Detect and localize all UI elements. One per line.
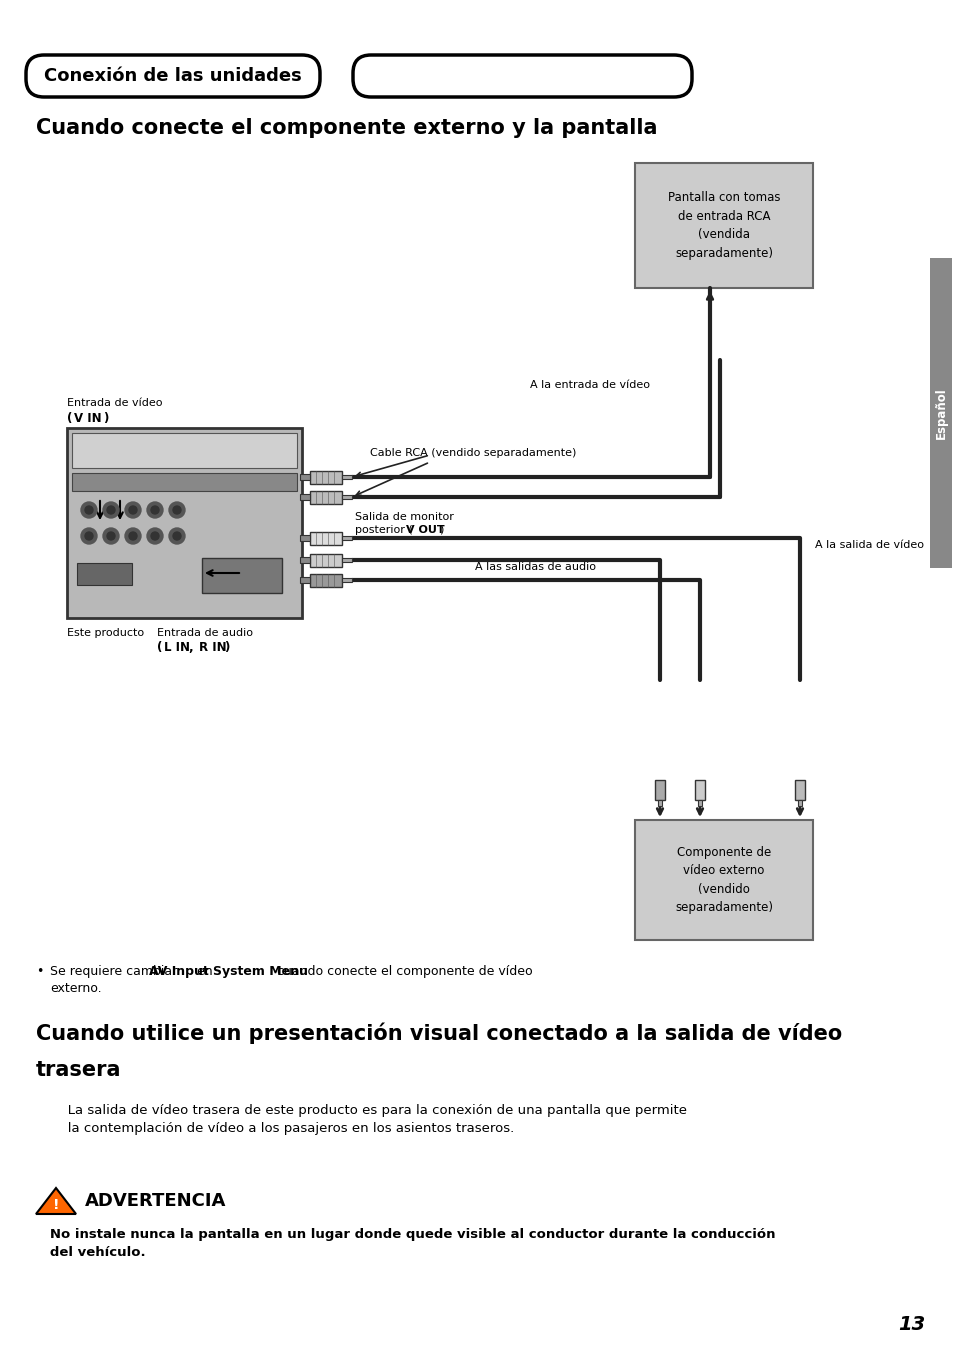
Bar <box>341 535 352 539</box>
Text: Cuando conecte el componente externo y la pantalla: Cuando conecte el componente externo y l… <box>36 118 657 138</box>
Bar <box>695 780 704 800</box>
Text: System Menu: System Menu <box>213 965 308 977</box>
Circle shape <box>169 529 185 544</box>
Bar <box>202 558 282 594</box>
Circle shape <box>125 529 141 544</box>
Circle shape <box>151 531 159 539</box>
Text: ): ) <box>224 641 229 654</box>
Text: externo.: externo. <box>50 982 102 995</box>
Bar <box>658 800 661 806</box>
Bar <box>341 475 352 479</box>
Bar <box>71 473 296 491</box>
Bar <box>77 562 132 585</box>
Text: La salida de vídeo trasera de este producto es para la conexión de una pantalla : La salida de vídeo trasera de este produ… <box>55 1105 686 1117</box>
Bar <box>698 800 701 806</box>
Polygon shape <box>36 1188 76 1214</box>
Bar <box>299 493 310 500</box>
Bar <box>67 429 302 618</box>
Text: la contemplación de vídeo a los pasajeros en los asientos traseros.: la contemplación de vídeo a los pasajero… <box>55 1122 514 1134</box>
Circle shape <box>103 502 119 518</box>
Circle shape <box>125 502 141 518</box>
Circle shape <box>81 502 97 518</box>
Bar <box>635 821 812 940</box>
Text: (: ( <box>67 412 72 425</box>
Text: posterior (: posterior ( <box>355 525 413 535</box>
Text: •: • <box>36 965 43 977</box>
Text: !: ! <box>52 1198 59 1211</box>
Bar <box>310 491 341 503</box>
Text: 13: 13 <box>898 1315 924 1334</box>
Text: en: en <box>193 965 216 977</box>
Circle shape <box>107 506 115 514</box>
Text: (: ( <box>157 641 162 654</box>
Circle shape <box>103 529 119 544</box>
Text: ADVERTENCIA: ADVERTENCIA <box>85 1192 226 1210</box>
Bar <box>794 780 804 800</box>
Bar <box>655 780 664 800</box>
Circle shape <box>172 531 181 539</box>
Text: A la entrada de vídeo: A la entrada de vídeo <box>530 380 649 389</box>
Circle shape <box>147 502 163 518</box>
Text: Este producto: Este producto <box>67 627 144 638</box>
Bar <box>635 164 812 288</box>
Text: AV Input: AV Input <box>149 965 209 977</box>
Bar <box>299 475 310 480</box>
Bar <box>299 577 310 583</box>
Text: del vehículo.: del vehículo. <box>36 1247 146 1259</box>
Bar <box>310 470 341 484</box>
Text: Entrada de vídeo: Entrada de vídeo <box>67 397 162 408</box>
Text: Componente de
vídeo externo
(vendido
separadamente): Componente de vídeo externo (vendido sep… <box>675 846 772 914</box>
Text: R IN: R IN <box>199 641 227 654</box>
Text: Se requiere cambiar: Se requiere cambiar <box>50 965 181 977</box>
Text: A la salida de vídeo: A la salida de vídeo <box>814 539 923 550</box>
FancyBboxPatch shape <box>26 55 319 97</box>
Text: Español: Español <box>934 387 946 439</box>
Circle shape <box>85 506 92 514</box>
Text: ): ) <box>103 412 109 425</box>
Text: L IN: L IN <box>164 641 190 654</box>
Text: V OUT: V OUT <box>406 525 444 535</box>
Circle shape <box>151 506 159 514</box>
Bar <box>310 531 341 545</box>
Bar <box>929 258 951 568</box>
Text: ,: , <box>189 641 197 654</box>
Text: V IN: V IN <box>74 412 102 425</box>
Text: A las salidas de audio: A las salidas de audio <box>475 562 596 572</box>
Bar <box>299 535 310 541</box>
Bar <box>71 433 296 468</box>
Bar <box>310 573 341 587</box>
FancyBboxPatch shape <box>353 55 691 97</box>
Bar <box>797 800 801 806</box>
Circle shape <box>81 529 97 544</box>
Circle shape <box>172 506 181 514</box>
Text: Cable RCA (vendido separadamente): Cable RCA (vendido separadamente) <box>370 448 576 458</box>
Text: Entrada de audio: Entrada de audio <box>157 627 253 638</box>
Circle shape <box>129 531 137 539</box>
Text: Salida de monitor: Salida de monitor <box>355 512 454 522</box>
Circle shape <box>147 529 163 544</box>
Bar <box>310 553 341 566</box>
Bar <box>299 557 310 562</box>
Text: cuando conecte el componente de vídeo: cuando conecte el componente de vídeo <box>273 965 533 977</box>
Circle shape <box>169 502 185 518</box>
Bar <box>341 558 352 562</box>
Bar <box>341 495 352 499</box>
Circle shape <box>107 531 115 539</box>
Text: trasera: trasera <box>36 1060 121 1080</box>
Text: Cuando utilice un presentación visual conectado a la salida de vídeo: Cuando utilice un presentación visual co… <box>36 1022 841 1044</box>
Circle shape <box>85 531 92 539</box>
Circle shape <box>129 506 137 514</box>
Text: ): ) <box>438 525 443 535</box>
Text: No instale nunca la pantalla en un lugar donde quede visible al conductor durant: No instale nunca la pantalla en un lugar… <box>36 1228 775 1241</box>
Text: Conexión de las unidades: Conexión de las unidades <box>44 68 301 85</box>
Bar <box>341 579 352 581</box>
Text: Pantalla con tomas
de entrada RCA
(vendida
separadamente): Pantalla con tomas de entrada RCA (vendi… <box>667 191 780 260</box>
